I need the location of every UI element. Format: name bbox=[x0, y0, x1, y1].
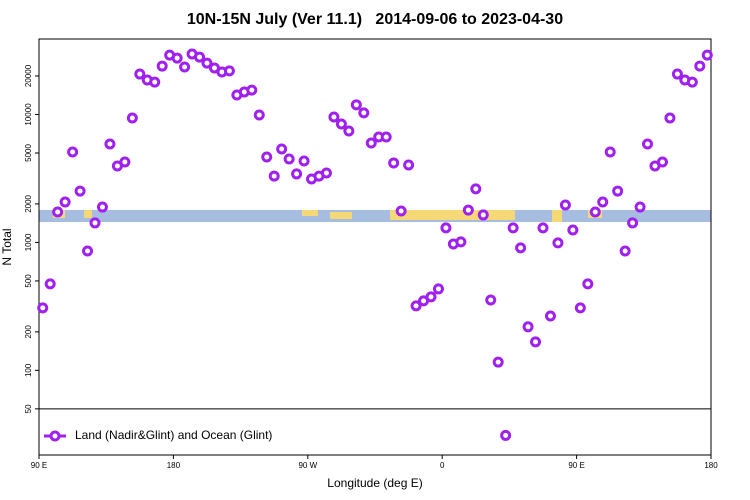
data-point bbox=[246, 84, 258, 96]
data-point bbox=[604, 146, 616, 158]
data-point bbox=[664, 112, 676, 124]
data-point bbox=[320, 167, 332, 179]
legend-marker bbox=[49, 430, 61, 442]
x-tick-label: 180 bbox=[167, 461, 181, 470]
legend-label: Land (Nadir&Glint) and Ocean (Glint) bbox=[75, 428, 272, 442]
x-tick-label: 90 E bbox=[568, 461, 584, 470]
data-point bbox=[574, 302, 586, 314]
data-point bbox=[96, 201, 108, 213]
data-point bbox=[440, 222, 452, 234]
data-point bbox=[634, 201, 646, 213]
chart-title: 10N-15N July (Ver 11.1) 2014-09-06 to 20… bbox=[187, 11, 563, 28]
y-axis-label: N Total bbox=[0, 228, 14, 265]
data-point bbox=[59, 196, 71, 208]
x-tick-label: 90 E bbox=[31, 461, 47, 470]
data-point bbox=[104, 138, 116, 150]
data-point bbox=[134, 68, 146, 80]
y-tick-label: 20000 bbox=[24, 64, 33, 87]
y-tick-label: 10000 bbox=[24, 103, 33, 126]
data-point bbox=[462, 204, 474, 216]
data-point bbox=[268, 170, 280, 182]
data-point bbox=[492, 356, 504, 368]
data-point bbox=[656, 156, 668, 168]
data-point bbox=[537, 222, 549, 234]
data-point bbox=[365, 137, 377, 149]
data-point bbox=[126, 112, 138, 124]
y-tick-label: 100 bbox=[24, 363, 33, 377]
plot-frame bbox=[38, 38, 712, 456]
data-point bbox=[530, 336, 542, 348]
data-point bbox=[552, 237, 564, 249]
data-point bbox=[156, 60, 168, 72]
data-point bbox=[37, 302, 49, 314]
data-point bbox=[477, 209, 489, 221]
data-point bbox=[432, 283, 444, 295]
y-tick-label: 5000 bbox=[24, 144, 33, 162]
data-point bbox=[343, 125, 355, 137]
x-tick-label: 180 bbox=[704, 461, 718, 470]
y-tick-label: 500 bbox=[24, 274, 33, 288]
data-point bbox=[253, 109, 265, 121]
data-point bbox=[522, 321, 534, 333]
data-point bbox=[350, 99, 362, 111]
data-point bbox=[500, 429, 512, 441]
data-point bbox=[328, 111, 340, 123]
data-point bbox=[201, 57, 213, 69]
data-point bbox=[179, 61, 191, 73]
data-point bbox=[619, 245, 631, 257]
data-point bbox=[567, 224, 579, 236]
data-point bbox=[410, 300, 422, 312]
data-point bbox=[171, 52, 183, 64]
data-point bbox=[82, 245, 94, 257]
data-point bbox=[470, 183, 482, 195]
data-point bbox=[515, 242, 527, 254]
data-point bbox=[642, 138, 654, 150]
data-point bbox=[403, 159, 415, 171]
data-point bbox=[89, 217, 101, 229]
x-axis-label: Longitude (deg E) bbox=[327, 476, 422, 490]
data-point bbox=[283, 153, 295, 165]
data-point bbox=[507, 222, 519, 234]
data-point bbox=[74, 185, 86, 197]
data-point bbox=[223, 65, 235, 77]
y-tick-label: 1000 bbox=[24, 233, 33, 251]
data-point bbox=[627, 217, 639, 229]
data-point bbox=[582, 278, 594, 290]
data-point bbox=[261, 151, 273, 163]
data-point bbox=[194, 51, 206, 63]
y-tick-label: 2000 bbox=[24, 194, 33, 212]
data-point bbox=[67, 146, 79, 158]
x-tick-label: 0 bbox=[440, 461, 445, 470]
data-point bbox=[291, 168, 303, 180]
land-ocean-strip bbox=[39, 210, 711, 222]
data-point bbox=[425, 291, 437, 303]
data-point bbox=[686, 76, 698, 88]
data-point bbox=[671, 68, 683, 80]
data-point bbox=[335, 118, 347, 130]
data-point bbox=[388, 157, 400, 169]
data-point bbox=[380, 131, 392, 143]
data-point bbox=[485, 294, 497, 306]
data-point bbox=[298, 155, 310, 167]
data-point bbox=[276, 143, 288, 155]
y-tick-label: 50 bbox=[24, 404, 33, 413]
x-tick-label: 90 W bbox=[298, 461, 317, 470]
data-point bbox=[694, 60, 706, 72]
data-point bbox=[119, 156, 131, 168]
data-point bbox=[589, 206, 601, 218]
data-point bbox=[544, 310, 556, 322]
data-point bbox=[455, 236, 467, 248]
y-tick-label: 200 bbox=[24, 325, 33, 339]
data-point bbox=[358, 107, 370, 119]
data-point bbox=[44, 278, 56, 290]
data-point bbox=[559, 199, 571, 211]
data-point bbox=[701, 49, 713, 61]
data-point bbox=[597, 196, 609, 208]
data-point bbox=[395, 205, 407, 217]
data-point bbox=[612, 185, 624, 197]
data-point bbox=[149, 76, 161, 88]
data-point bbox=[52, 206, 64, 218]
